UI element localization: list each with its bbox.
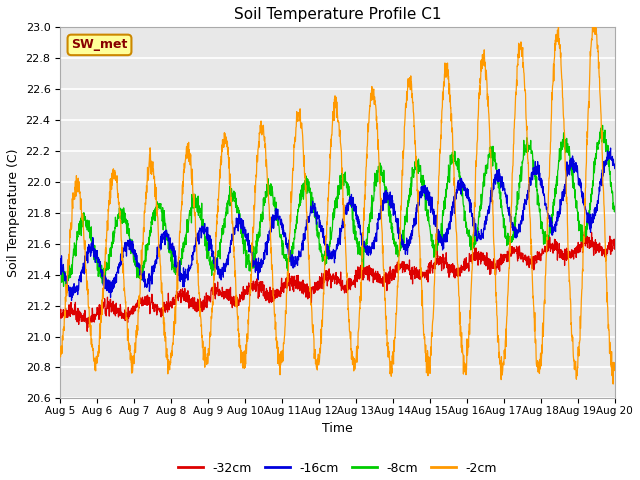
Title: Soil Temperature Profile C1: Soil Temperature Profile C1 <box>234 7 441 22</box>
Y-axis label: Soil Temperature (C): Soil Temperature (C) <box>7 149 20 277</box>
Legend: -32cm, -16cm, -8cm, -2cm: -32cm, -16cm, -8cm, -2cm <box>173 456 502 480</box>
Text: SW_met: SW_met <box>71 38 128 51</box>
X-axis label: Time: Time <box>322 421 353 434</box>
